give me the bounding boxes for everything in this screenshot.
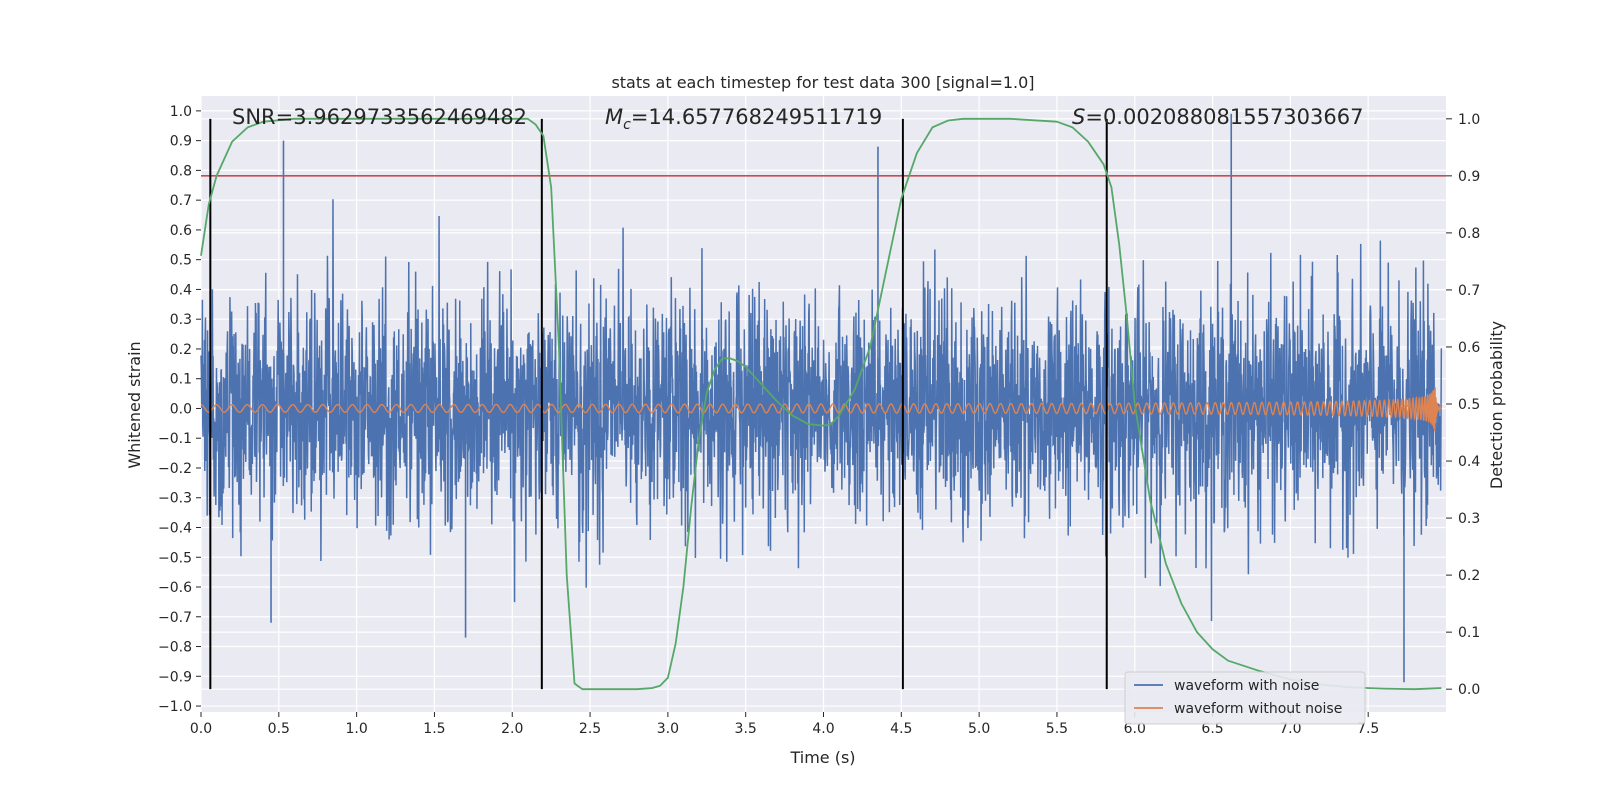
chart-title: stats at each timestep for test data 300… — [611, 73, 1034, 92]
y-tick-label: −0.9 — [158, 669, 192, 685]
chirp-mass-symbol: M — [605, 105, 623, 129]
x-tick-label: 0.5 — [268, 721, 290, 737]
y-tick-label: 0.7 — [170, 193, 192, 209]
y2-tick-label: 0.8 — [1458, 226, 1480, 242]
x-tick-label: 4.0 — [812, 721, 834, 737]
y-tick-label: −0.7 — [158, 610, 192, 626]
segment-boundaries — [209, 118, 1108, 690]
y2-tick-label: 0.9 — [1458, 169, 1480, 185]
waveform-with-noise-series — [200, 113, 1443, 683]
waveform-with-noise-line — [200, 199, 1443, 622]
x-tick-label: 1.5 — [423, 721, 445, 737]
x-tick-label: 2.5 — [579, 721, 601, 737]
y-tick-label: 1.0 — [170, 104, 192, 120]
y-tick-label: 0.5 — [170, 253, 192, 269]
legend-box — [1124, 671, 1366, 725]
y-tick-label: −0.8 — [158, 640, 192, 656]
y-tick-label: −1.0 — [158, 699, 192, 715]
legend-label-clean: waveform without noise — [1174, 701, 1342, 717]
y2-tick-label: 0.3 — [1458, 511, 1480, 527]
y2-tick-label: 0.1 — [1458, 625, 1480, 641]
y-axis-label: Whitened strain — [125, 341, 144, 468]
y-axis-right-ticks: 0.0 0.1 0.2 0.3 0.4 0.5 0.6 0.7 0.8 0.9 1.0 — [1446, 112, 1480, 698]
y-tick-label: 0.8 — [170, 163, 192, 179]
y-tick-label: −0.2 — [158, 461, 192, 477]
y-tick-label: −0.5 — [158, 550, 192, 566]
y-tick-label: 0.4 — [170, 282, 192, 298]
y-tick-label: 0.3 — [170, 312, 192, 328]
chirp-mass-value: =14.657768249511719 — [631, 105, 882, 129]
x-tick-label: 3.0 — [657, 721, 679, 737]
x-tick-label: 0.0 — [190, 721, 212, 737]
x-tick-label: 5.5 — [1046, 721, 1068, 737]
y2-tick-label: 0.7 — [1458, 283, 1480, 299]
y2-tick-label: 0.5 — [1458, 397, 1480, 413]
y-tick-label: −0.6 — [158, 580, 192, 596]
x-axis-ticks: 0.0 0.5 1.0 1.5 2.0 2.5 3.0 3.5 4.0 4.5 5.0 5.5 6.0 6… — [190, 712, 1379, 737]
y2-tick-label: 1.0 — [1458, 112, 1480, 128]
s-symbol: S — [1072, 105, 1085, 129]
detection-probability-line — [200, 117, 1442, 691]
y-tick-label: −0.4 — [158, 520, 192, 536]
y2-axis-label: Detection probability — [1487, 321, 1506, 489]
x-tick-label: 6.5 — [1201, 721, 1223, 737]
y2-tick-label: 0.0 — [1458, 682, 1480, 698]
waveform-without-noise-line — [200, 387, 1442, 432]
x-tick-label: 7.5 — [1357, 721, 1379, 737]
waveform-without-noise-series — [200, 387, 1442, 432]
y-tick-label: 0.0 — [170, 401, 192, 417]
x-tick-label: 4.5 — [890, 721, 912, 737]
y2-tick-label: 0.4 — [1458, 454, 1480, 470]
y-axis-left-ticks: −1.0 −0.9 −0.8 −0.7 −0.6 −0.5 −0.4 −0.3 −0.2 −0.1… — [158, 104, 201, 715]
y2-tick-label: 0.2 — [1458, 568, 1480, 584]
detection-probability-series — [200, 117, 1442, 691]
y-tick-label: −0.3 — [158, 491, 192, 507]
y-tick-label: 0.9 — [170, 134, 192, 150]
x-tick-label: 6.0 — [1124, 721, 1146, 737]
x-axis-label: Time (s) — [789, 748, 855, 767]
y-tick-label: 0.1 — [170, 372, 192, 388]
x-tick-label: 1.0 — [345, 721, 367, 737]
y-tick-label: −0.1 — [158, 431, 192, 447]
y2-tick-label: 0.6 — [1458, 340, 1480, 356]
s-annotation: S=0.002088081557303667 — [1072, 105, 1363, 129]
x-tick-label: 7.0 — [1279, 721, 1301, 737]
x-tick-label: 5.0 — [968, 721, 990, 737]
y-tick-label: 0.6 — [170, 223, 192, 239]
x-tick-label: 3.5 — [735, 721, 757, 737]
legend-label-noise: waveform with noise — [1174, 678, 1319, 694]
y-tick-label: 0.2 — [170, 342, 192, 358]
chirp-mass-subscript: c — [623, 117, 631, 133]
chirp-mass-annotation: Mc=14.657768249511719 — [605, 105, 882, 133]
s-value: =0.002088081557303667 — [1085, 105, 1363, 129]
legend: waveform with noise waveform without noi… — [1124, 671, 1366, 725]
x-tick-label: 2.0 — [501, 721, 523, 737]
snr-annotation: SNR=3.9629733562469482 — [232, 105, 527, 129]
